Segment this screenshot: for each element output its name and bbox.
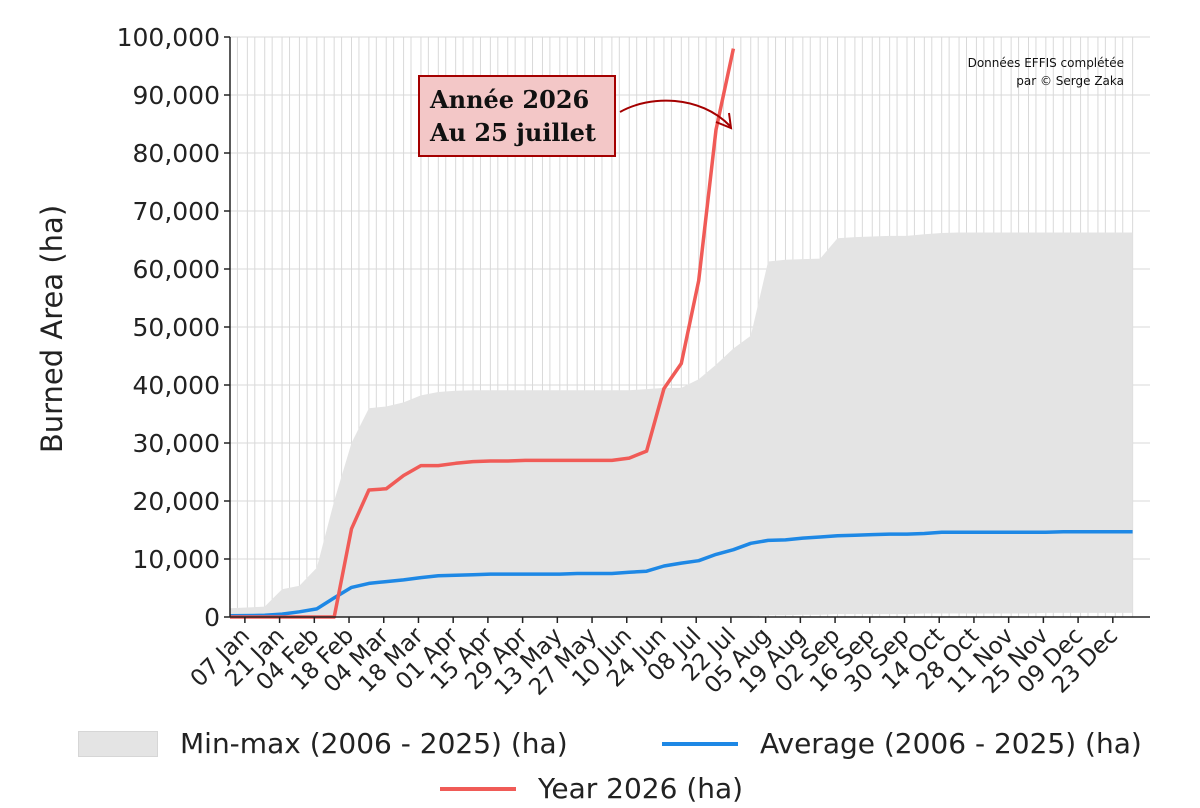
- annotation-line2: Au 25 juillet: [430, 118, 597, 147]
- annotation-line1: Année 2026: [430, 85, 590, 114]
- annotation-box: Année 2026 Au 25 juillet: [418, 75, 616, 157]
- legend-item-average: Average (2006 - 2025) (ha): [662, 727, 1142, 760]
- y-tick-label: 30,000: [133, 429, 220, 458]
- y-axis-ticks: 0 10,000 20,000 30,000 40,000 50,000 60,000 70,…: [117, 23, 230, 632]
- min-max-area: [230, 232, 1133, 617]
- y-tick-label: 80,000: [133, 139, 220, 168]
- legend-swatch-year: [440, 786, 516, 791]
- y-tick-label: 100,000: [117, 23, 220, 52]
- annotation-arrowhead: [715, 112, 733, 130]
- y-tick-label: 60,000: [133, 255, 220, 284]
- y-axis-label: Burned Area (ha): [35, 205, 69, 453]
- min-max-band: [230, 232, 1133, 617]
- y-tick-label: 70,000: [133, 197, 220, 226]
- y-tick-label: 20,000: [133, 487, 220, 516]
- y-tick-label: 10,000: [133, 545, 220, 574]
- legend-item-minmax: Min-max (2006 - 2025) (ha): [78, 727, 568, 760]
- y-tick-label: 40,000: [133, 371, 220, 400]
- legend-label-average: Average (2006 - 2025) (ha): [760, 727, 1142, 760]
- legend-swatch-average: [662, 741, 738, 746]
- average-line: [229, 529, 1133, 618]
- legend-item-year: Year 2026 (ha): [440, 772, 743, 805]
- legend-label-year: Year 2026 (ha): [538, 772, 744, 805]
- legend: Min-max (2006 - 2025) (ha) Average (2006…: [0, 705, 1200, 808]
- annotation-arrow: [619, 99, 731, 127]
- y-tick-label: 0: [204, 603, 220, 632]
- y-tick-label: 90,000: [133, 81, 220, 110]
- credit-text: Données EFFIS complétée par © Serge Zaka: [968, 54, 1124, 90]
- legend-label-minmax: Min-max (2006 - 2025) (ha): [180, 727, 568, 760]
- y-tick-label: 50,000: [133, 313, 220, 342]
- credit-line1: Données EFFIS complétée: [967, 56, 1124, 70]
- credit-line2: par © Serge Zaka: [1016, 74, 1124, 88]
- legend-swatch-minmax: [78, 730, 158, 757]
